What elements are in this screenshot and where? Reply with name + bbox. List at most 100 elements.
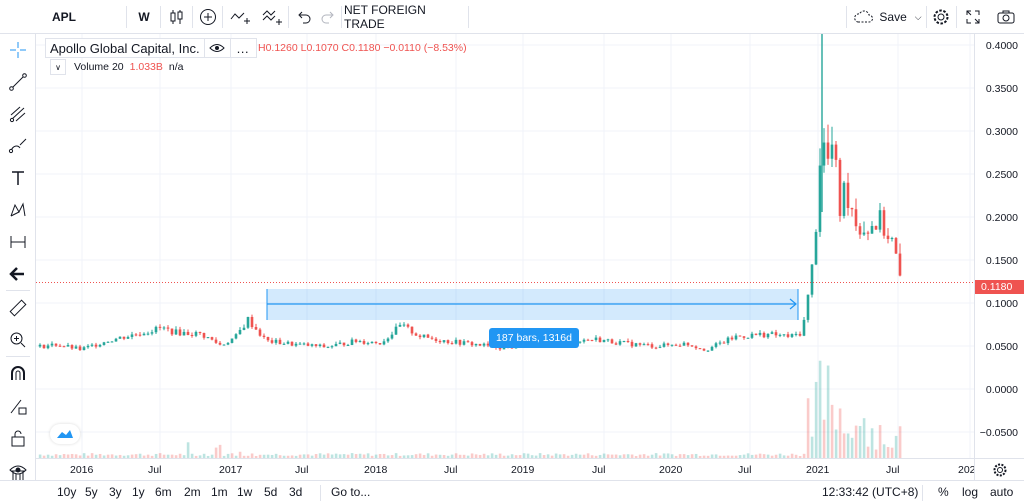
indicator-name-button[interactable]: NET FOREIGN TRADE [344, 0, 466, 34]
legend-more-button[interactable]: … [230, 38, 257, 58]
volume-bar [806, 398, 810, 458]
candle-body [146, 333, 150, 335]
volume-bar [250, 453, 254, 458]
candle-body [74, 346, 78, 349]
magnet-tool[interactable] [4, 360, 32, 388]
candle-body [366, 343, 370, 345]
price-axis-label: 0.1500 [985, 255, 1018, 267]
range-button-1m[interactable]: 1m [211, 485, 228, 499]
trend-line-tool[interactable] [4, 68, 32, 96]
chart-type-button[interactable] [164, 0, 190, 34]
measure-tool[interactable] [4, 228, 32, 256]
volume-bar [726, 455, 730, 458]
interval-label: W [138, 10, 150, 24]
candle-body [658, 346, 662, 348]
candle-body [302, 343, 306, 345]
lock-all-tool[interactable] [4, 424, 32, 452]
volume-bar [886, 447, 890, 458]
volume-bar [742, 454, 746, 458]
volume-bar [254, 455, 258, 458]
legend-visibility-button[interactable] [204, 38, 231, 58]
volume-bar [42, 455, 46, 458]
indicators-button[interactable] [226, 0, 254, 34]
price-axis[interactable]: 0.4000 0.3500 0.3000 0.2500 0.2000 0.1500 0.10… [974, 34, 1024, 458]
candle-body [350, 339, 354, 345]
symbol-search[interactable]: APL [38, 0, 124, 34]
price-axis-label: 0.3500 [985, 83, 1018, 95]
candle-body [374, 341, 378, 344]
axis-settings-button[interactable] [974, 458, 1024, 480]
volume-bar [318, 453, 322, 458]
undo-button[interactable] [292, 0, 316, 34]
volume-bar [122, 455, 126, 458]
goto-button[interactable]: Go to... [331, 485, 371, 499]
range-button-1y[interactable]: 1y [132, 485, 145, 499]
interval-button[interactable]: W [130, 0, 158, 34]
save-button[interactable]: Save ⌵ [850, 0, 924, 34]
fullscreen-button[interactable] [960, 0, 986, 34]
candle-body [834, 144, 838, 160]
crosshair-tool[interactable] [4, 36, 32, 64]
range-button-1w[interactable]: 1w [237, 485, 253, 499]
range-button-10y[interactable]: 10y [57, 485, 77, 499]
volume-bar [266, 454, 270, 458]
range-button-3y[interactable]: 3y [109, 485, 122, 499]
range-button-5d[interactable]: 5d [264, 485, 278, 499]
candle-body [198, 331, 202, 333]
fib-tool[interactable] [4, 100, 32, 128]
range-icon [10, 236, 26, 248]
brush-tool[interactable] [4, 132, 32, 160]
range-button-5y[interactable]: 5y [85, 485, 98, 499]
chart-pane[interactable] [36, 34, 974, 458]
candle-body [870, 225, 874, 234]
candle-body [210, 337, 214, 340]
compare-add-button[interactable] [196, 0, 220, 34]
volume-bar [898, 426, 902, 458]
percent-toggle[interactable]: % [938, 485, 949, 499]
pattern-tool[interactable] [4, 196, 32, 224]
volume-bar [670, 454, 674, 458]
unlock-icon [11, 430, 25, 447]
volume-bar [154, 453, 158, 458]
settings-button[interactable] [928, 0, 954, 34]
candle-body [606, 339, 610, 341]
volume-bar [230, 453, 234, 458]
volume-bar [642, 454, 646, 458]
screenshot-button[interactable] [992, 0, 1020, 34]
range-button-3d[interactable]: 3d [289, 485, 303, 499]
price-chart[interactable] [36, 34, 974, 458]
candle-body [638, 343, 642, 345]
volume-bar [698, 455, 702, 458]
log-toggle[interactable]: log [962, 485, 979, 499]
zoom-tool[interactable] [4, 326, 32, 354]
legend-volume: ∨ Volume 20 1.033B n/a [50, 58, 184, 76]
volume-bar [58, 455, 62, 458]
candle-body [438, 340, 442, 343]
volume-bar [338, 454, 342, 458]
range-button-2m[interactable]: 2m [184, 485, 201, 499]
volume-collapse-button[interactable]: ∨ [50, 59, 66, 75]
auto-toggle[interactable]: auto [990, 485, 1014, 499]
candle-body [466, 341, 470, 343]
legend-title-box[interactable]: Apollo Global Capital, Inc. [45, 38, 205, 58]
candle-body [586, 339, 590, 341]
candle-body [186, 331, 190, 335]
ruler-tool[interactable] [4, 294, 32, 322]
lock-drawing-tool[interactable] [4, 392, 32, 420]
tradingview-logo[interactable] [50, 424, 80, 444]
time-axis-label: 2016 [70, 464, 94, 476]
volume-bar [278, 455, 282, 458]
candle-body [462, 341, 466, 345]
candle-body [458, 339, 462, 345]
redo-icon [321, 11, 334, 24]
text-tool[interactable] [4, 164, 32, 192]
range-button-6m[interactable]: 6m [155, 485, 172, 499]
back-arrow-tool[interactable] [4, 260, 32, 288]
time-axis[interactable]: 2016 Jul 2017 Jul 2018 Jul 2019 Jul 2020 Jul 2021 J… [36, 458, 976, 480]
volume-bar [346, 454, 350, 458]
redo-button[interactable] [316, 0, 340, 34]
candle-body [94, 344, 98, 347]
volume-bar [174, 455, 178, 458]
templates-button[interactable] [258, 0, 286, 34]
clock-label[interactable]: 12:33:42 (UTC+8) [822, 485, 919, 499]
